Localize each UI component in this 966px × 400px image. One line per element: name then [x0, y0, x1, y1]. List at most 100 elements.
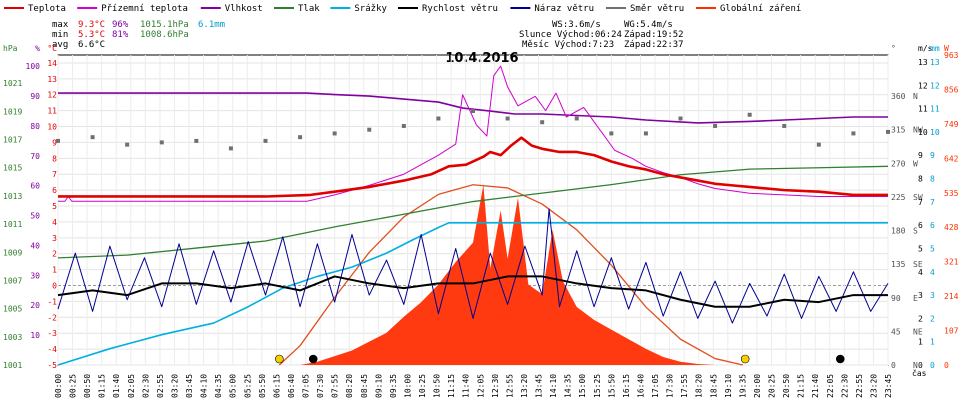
x-tick-label: 21:15	[797, 374, 806, 398]
x-tick-label: 08:20	[345, 374, 354, 398]
wind-direction-point	[678, 116, 683, 121]
degrees-axis-dir-label: E	[913, 294, 918, 303]
x-tick-label: 10:50	[433, 374, 442, 398]
degrees-axis-tick: 315	[891, 126, 906, 135]
x-tick-label: 20:50	[782, 374, 791, 398]
percent-axis-tick: 60	[30, 182, 40, 191]
x-tick-label: 23:45	[884, 374, 893, 398]
wind-direction-point	[886, 129, 890, 134]
celsius-axis-tick: 3	[52, 234, 57, 243]
degrees-axis-dir-label: N	[913, 92, 918, 101]
x-tick-label: 05:50	[258, 374, 267, 398]
w-axis-tick: 0	[944, 361, 949, 370]
hpa-axis-unit: hPa	[3, 44, 18, 53]
w-axis-tick: 321	[944, 258, 959, 267]
x-tick-label: 15:50	[607, 374, 616, 398]
percent-axis-tick: 10	[30, 331, 40, 340]
x-tick-label: 15:00	[578, 374, 587, 398]
x-tick-label: 10:25	[418, 374, 427, 398]
wind-direction-point	[747, 112, 752, 117]
wind-direction-point	[194, 138, 199, 143]
wind-direction-point	[505, 116, 510, 121]
wind-direction-point	[816, 142, 821, 147]
ms-axis-tick: 10	[918, 128, 928, 137]
sunset-marker	[740, 354, 750, 364]
series-wind-gust	[57, 208, 889, 324]
ms-axis-tick: 2	[918, 314, 923, 323]
w-axis-tick: 428	[944, 223, 959, 232]
x-tick-label: 23:20	[869, 374, 878, 398]
x-tick-label: 17:55	[680, 374, 689, 398]
degrees-axis-unit: °	[891, 44, 896, 53]
degrees-axis-dir-label: SE	[913, 260, 923, 269]
x-tick-label: 03:45	[185, 374, 194, 398]
wind-direction-point	[56, 138, 60, 143]
mm-axis-tick: 4	[930, 268, 935, 277]
x-tick-label: 12:30	[491, 374, 500, 398]
wind-direction-point	[401, 123, 406, 128]
celsius-axis-tick: -5	[47, 361, 57, 370]
celsius-axis-tick: 11	[47, 107, 57, 116]
stats-row-min-hum: 81%	[112, 30, 129, 40]
mm-axis-tick: 7	[930, 198, 935, 207]
percent-axis-tick: 100	[26, 62, 41, 71]
x-tick-label: 11:15	[447, 374, 456, 398]
stats-row-min-temp: 5.3°C	[78, 30, 105, 40]
wind-direction-point	[298, 135, 303, 140]
celsius-axis-tick: 4	[52, 218, 57, 227]
celsius-axis-unit: °C	[47, 44, 57, 53]
percent-axis-tick: 40	[30, 241, 40, 250]
x-tick-label: 05:00	[229, 374, 238, 398]
hpa-axis-tick: 1003	[3, 333, 22, 342]
celsius-axis-tick: 8	[52, 154, 57, 163]
legend-label: Náraz větru	[534, 4, 594, 14]
ms-axis-tick: 8	[918, 175, 923, 184]
celsius-axis-tick: 14	[47, 59, 57, 68]
mm-axis-tick: 6	[930, 221, 935, 230]
x-tick-label: 06:15	[272, 374, 281, 398]
x-tick-label: 08:45	[360, 374, 369, 398]
x-tick-label: 01:15	[98, 374, 107, 398]
legend-label: Přízemní teplota	[101, 4, 188, 14]
ms-axis-tick: 12	[918, 81, 928, 90]
celsius-axis-tick: 10	[47, 123, 57, 132]
stats-moon-rise: Měsíc Východ:7:23	[522, 40, 614, 50]
x-tick-label: 15:25	[593, 374, 602, 398]
degrees-axis-tick: 270	[891, 159, 906, 168]
percent-axis-tick: 80	[30, 122, 40, 131]
celsius-axis-tick: 7	[52, 170, 57, 179]
wind-direction-point	[263, 138, 268, 143]
w-axis-unit: W	[944, 44, 949, 53]
w-axis-tick: 856	[944, 85, 959, 94]
ms-axis-tick: 9	[918, 151, 923, 160]
x-tick-label: 04:10	[200, 374, 209, 398]
ms-axis-tick: 4	[918, 268, 923, 277]
stats-row-min-press: 1008.6hPa	[140, 30, 189, 40]
x-tick-label: 12:05	[476, 374, 485, 398]
celsius-axis-tick: 2	[52, 250, 57, 259]
celsius-axis-tick: -2	[47, 313, 57, 322]
wind-direction-point	[90, 135, 95, 140]
wind-direction-point	[228, 146, 233, 151]
celsius-axis-tick: 0	[52, 282, 57, 291]
x-tick-label: 22:05	[826, 374, 835, 398]
x-tick-label: 13:45	[535, 374, 544, 398]
degrees-axis-tick: 135	[891, 260, 906, 269]
wind-direction-point	[643, 131, 648, 136]
degrees-axis-dir-label: N	[913, 361, 918, 370]
w-axis-tick: 963	[944, 51, 959, 60]
wind-direction-point	[471, 109, 475, 114]
x-tick-label: 20:00	[753, 374, 762, 398]
mm-axis-tick: 11	[930, 105, 940, 114]
celsius-axis-tick: 9	[52, 138, 57, 147]
series-pressure	[57, 165, 889, 259]
x-tick-label: 21:40	[811, 374, 820, 398]
degrees-axis-tick: 360	[891, 92, 906, 101]
x-tick-label: 09:10	[374, 374, 383, 398]
x-tick-label: 00:00	[54, 374, 63, 398]
chart-title: 10.4.2016	[445, 51, 518, 66]
degrees-axis-tick: 90	[891, 294, 901, 303]
x-tick-label: 22:55	[855, 374, 864, 398]
hpa-axis-tick: 1019	[3, 107, 22, 116]
percent-axis-tick: 50	[30, 212, 40, 221]
